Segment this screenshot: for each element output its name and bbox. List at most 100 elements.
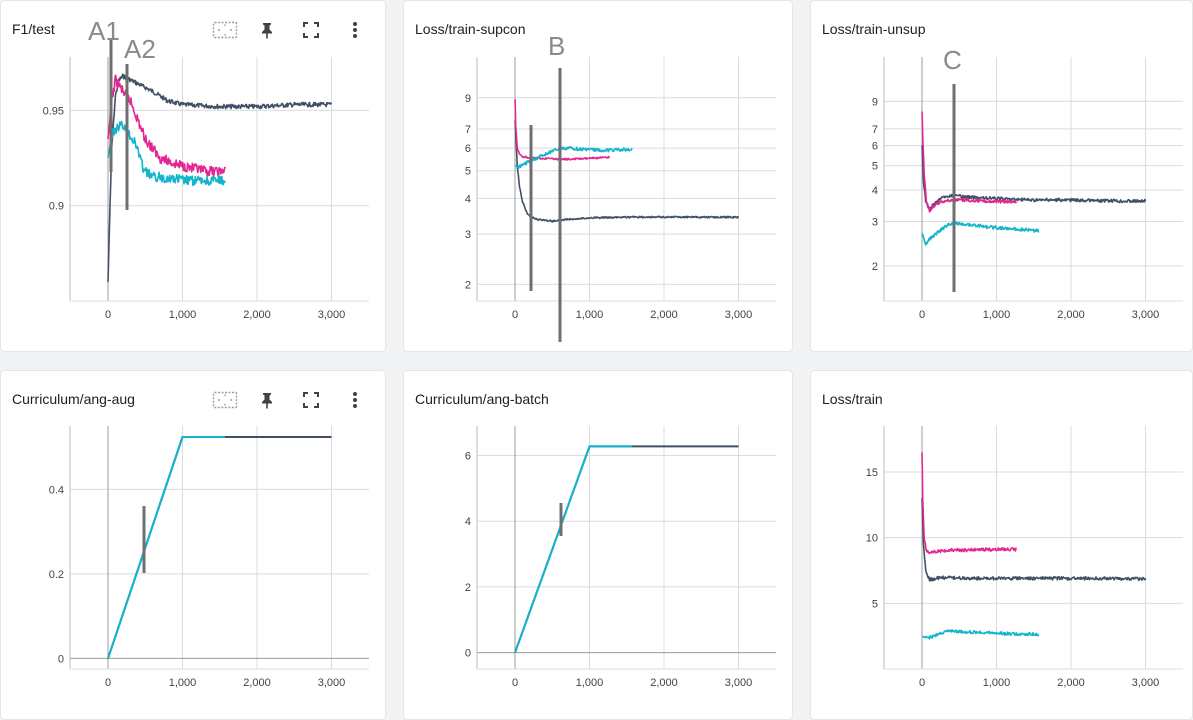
series-line	[514, 146, 633, 169]
chart-card: Loss/train-unsup 9 7 6 5 4 3 2 0 1,000 2,000 3,000	[810, 0, 1193, 352]
y-tick-label: 10	[866, 533, 878, 545]
chart-title: F1/test	[12, 21, 55, 37]
x-tick-label: 3,000	[318, 677, 346, 689]
y-tick-label: 5	[465, 166, 471, 178]
annotation-b: B	[548, 31, 566, 61]
chart-plot: 0.95 0.9 0 1,000 2,000 3,000	[43, 57, 369, 321]
chart-toolbar	[210, 15, 370, 45]
x-tick-label: 2,000	[650, 677, 678, 689]
chart-title: Curriculum/ang-aug	[12, 391, 135, 407]
x-tick-label: 3,000	[725, 677, 753, 689]
x-tick-label: 0	[919, 677, 925, 689]
pin-button[interactable]	[252, 385, 282, 415]
fit-domain-button[interactable]	[210, 385, 240, 415]
series-line	[921, 452, 1018, 555]
x-tick-label: 2,000	[1057, 677, 1085, 689]
x-tick-label: 2,000	[650, 309, 678, 321]
x-tick-label: 1,000	[576, 677, 604, 689]
y-tick-label: 0	[58, 653, 64, 665]
series-line	[107, 74, 226, 178]
pin-icon	[259, 391, 275, 409]
x-tick-label: 3,000	[725, 309, 753, 321]
y-tick-label: 3	[465, 229, 471, 241]
chart-card: Loss/train-supcon 9 7 6 5 4 3 2 0 1,000 2,000 3,000	[403, 0, 793, 352]
more-vert-button[interactable]	[340, 385, 370, 415]
x-tick-label: 0	[512, 309, 518, 321]
x-tick-label: 3,000	[318, 309, 346, 321]
fullscreen-icon	[302, 391, 320, 409]
series-line	[107, 436, 225, 659]
y-tick-label: 0.9	[49, 201, 64, 213]
series-line	[107, 73, 333, 282]
x-tick-label: 1,000	[983, 309, 1011, 321]
chart-plot: 9 7 6 5 4 3 2 0 1,000 2,000 3,000	[465, 57, 776, 321]
chart-plot: 6 4 2 0 0 1,000 2,000 3,000	[465, 426, 776, 689]
x-tick-label: 2,000	[243, 309, 271, 321]
y-tick-label: 6	[872, 141, 878, 153]
x-tick-label: 2,000	[243, 677, 271, 689]
chart-card: Loss/train 15 10 5 0 1,000 2,000 3,000	[810, 370, 1193, 720]
x-tick-label: 0	[919, 309, 925, 321]
annotation-c: C	[943, 45, 962, 75]
chart-plot: 15 10 5 0 1,000 2,000 3,000	[866, 426, 1183, 689]
chart-card: Curriculum/ang-aug 0.4 0.2 0 0 1,000 2,000 3,00…	[0, 370, 386, 720]
x-tick-label: 3,000	[1132, 677, 1160, 689]
y-tick-label: 2	[465, 582, 471, 594]
y-tick-label: 6	[465, 143, 471, 155]
x-tick-label: 0	[105, 309, 111, 321]
y-tick-label: 9	[872, 96, 878, 108]
annotation-a2: A2	[124, 34, 156, 64]
chart-card: Curriculum/ang-batch 6 4 2 0 0 1,000 2,000 3,000	[403, 370, 793, 720]
series-line	[921, 145, 1147, 210]
x-tick-label: 1,000	[576, 309, 604, 321]
y-tick-label: 0.95	[43, 105, 64, 117]
y-tick-label: 9	[465, 93, 471, 105]
annotation-a1: A1	[88, 16, 120, 46]
pin-icon	[259, 21, 275, 39]
chart-title: Loss/train-supcon	[415, 21, 526, 37]
chart-toolbar	[210, 385, 370, 415]
x-tick-label: 0	[512, 677, 518, 689]
y-tick-label: 0.4	[49, 484, 64, 496]
fit-domain-button[interactable]	[210, 15, 240, 45]
y-tick-label: 2	[872, 261, 878, 273]
y-tick-label: 5	[872, 161, 878, 173]
x-tick-label: 1,000	[983, 677, 1011, 689]
series-line	[921, 629, 1040, 640]
y-tick-label: 7	[465, 124, 471, 136]
pin-button[interactable]	[252, 15, 282, 45]
y-tick-label: 4	[872, 185, 878, 197]
series-line	[921, 498, 1147, 582]
fullscreen-button[interactable]	[296, 15, 326, 45]
chart-title: Loss/train	[822, 391, 883, 407]
chart-card: F1/test 0.95 0.9 0 1,000 2,000 3,000	[0, 0, 386, 352]
x-tick-label: 1,000	[169, 677, 197, 689]
series-line	[107, 436, 332, 659]
fullscreen-icon	[302, 21, 320, 39]
y-tick-label: 0.2	[49, 569, 64, 581]
series-line	[107, 120, 226, 187]
fullscreen-button[interactable]	[296, 385, 326, 415]
series-line	[514, 445, 739, 653]
series-line	[514, 445, 632, 653]
y-tick-label: 7	[872, 124, 878, 136]
x-tick-label: 2,000	[1057, 309, 1085, 321]
y-tick-label: 4	[465, 516, 471, 528]
series-line	[921, 111, 1018, 213]
y-tick-label: 3	[872, 216, 878, 228]
chart-title: Curriculum/ang-batch	[415, 391, 549, 407]
chart-plot: 0.4 0.2 0 0 1,000 2,000 3,000	[49, 426, 369, 689]
y-tick-label: 6	[465, 451, 471, 463]
chart-plot: 9 7 6 5 4 3 2 0 1,000 2,000 3,000	[872, 57, 1183, 321]
y-tick-label: 4	[465, 193, 471, 205]
more-vert-button[interactable]	[340, 15, 370, 45]
chart-title: Loss/train-unsup	[822, 21, 926, 37]
x-tick-label: 1,000	[169, 309, 197, 321]
y-tick-label: 2	[465, 279, 471, 291]
series-line	[514, 120, 740, 223]
more-vert-icon	[352, 391, 358, 409]
y-tick-label: 15	[866, 467, 878, 479]
y-tick-label: 0	[465, 648, 471, 660]
more-vert-icon	[352, 21, 358, 39]
x-tick-label: 3,000	[1132, 309, 1160, 321]
